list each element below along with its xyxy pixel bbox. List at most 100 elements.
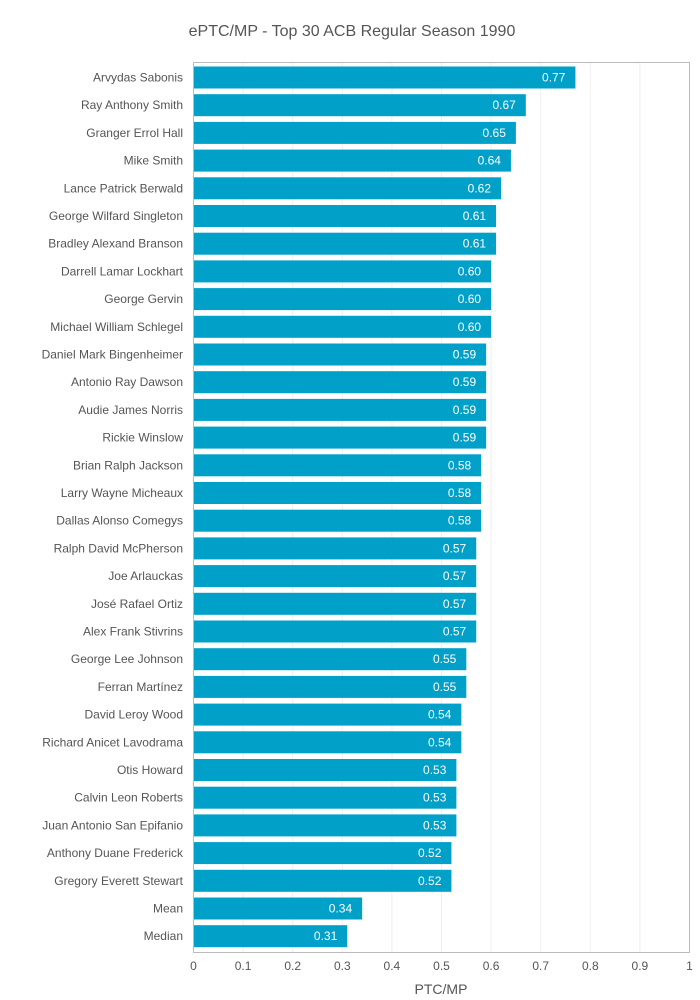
chart-title: ePTC/MP - Top 30 ACB Regular Season 1990	[189, 23, 516, 40]
bar	[194, 814, 457, 837]
bar	[194, 897, 363, 920]
bar-value-label: 0.57	[443, 569, 467, 583]
category-label: Antonio Ray Dawson	[71, 375, 183, 389]
bar-value-label: 0.77	[542, 71, 566, 85]
category-label: Bradley Alexand Branson	[48, 237, 183, 251]
bar	[194, 121, 516, 144]
bar	[194, 648, 467, 671]
category-label: Larry Wayne Micheaux	[61, 486, 183, 500]
category-label: Brian Ralph Jackson	[73, 458, 183, 472]
x-tick-label: 0.3	[334, 959, 351, 973]
category-label: George Gervin	[104, 292, 183, 306]
category-label: Juan Antonio San Epifanio	[42, 818, 183, 832]
bar-value-label: 0.60	[458, 292, 482, 306]
category-label: George Lee Johnson	[71, 652, 183, 666]
category-label: José Rafael Ortiz	[91, 597, 183, 611]
x-tick-label: 0.2	[284, 959, 301, 973]
bar	[194, 94, 526, 117]
bar	[194, 288, 492, 311]
bar-value-label: 0.60	[458, 320, 482, 334]
x-tick-label: 0.5	[433, 959, 450, 973]
category-label: Joe Arlauckas	[108, 569, 183, 583]
x-tick-label: 1	[686, 959, 693, 973]
x-tick-label: 0.4	[384, 959, 401, 973]
bar-value-label: 0.61	[463, 209, 487, 223]
x-tick-label: 0.6	[483, 959, 500, 973]
category-label: Mean	[153, 902, 183, 916]
bar-value-label: 0.60	[458, 264, 482, 278]
bar	[194, 842, 452, 865]
bar-value-label: 0.58	[448, 486, 472, 500]
category-label: Darrell Lamar Lockhart	[61, 264, 184, 278]
category-label: George Wilfard Singleton	[49, 209, 183, 223]
bar	[194, 565, 477, 588]
bar	[194, 620, 477, 643]
bar	[194, 786, 457, 809]
bar	[194, 537, 477, 560]
x-tick-label: 0	[190, 959, 197, 973]
bar	[194, 426, 487, 449]
category-label: Calvin Leon Roberts	[74, 791, 183, 805]
bar-value-label: 0.52	[418, 874, 442, 888]
bar-value-label: 0.58	[448, 514, 472, 528]
category-label: Michael William Schlegel	[50, 320, 183, 334]
bars: 0.77 0.67 0.65 0.64 0.62 0.61 0.61 0.60 0.60 0.60…	[194, 66, 576, 948]
category-label: David Leroy Wood	[85, 708, 184, 722]
bar	[194, 675, 467, 698]
bar	[194, 703, 462, 726]
bar	[194, 149, 511, 172]
category-label: Daniel Mark Bingenheimer	[42, 348, 183, 362]
bar-value-label: 0.54	[428, 708, 452, 722]
x-axis-title: PTC/MP	[415, 981, 468, 997]
category-labels: Arvydas Sabonis Ray Anthony Smith Granger …	[42, 71, 184, 944]
bar	[194, 731, 462, 754]
bar	[194, 205, 497, 227]
x-axis-ticks: 0 0.1 0.2 0.3 0.4 0.5 0.6 0.7 0.8 0.9 1	[190, 959, 693, 973]
bar-value-label: 0.57	[443, 597, 467, 611]
category-label: Lance Patrick Berwald	[64, 181, 183, 195]
category-label: Audie James Norris	[78, 403, 183, 417]
bar-value-label: 0.59	[453, 375, 477, 389]
bar-value-label: 0.53	[423, 791, 447, 805]
bar-value-label: 0.64	[478, 154, 502, 168]
x-tick-label: 0.7	[532, 959, 549, 973]
bar-value-label: 0.31	[314, 929, 338, 943]
bar	[194, 869, 452, 892]
bar-value-label: 0.53	[423, 818, 447, 832]
category-label: Median	[144, 929, 183, 943]
category-label: Gregory Everett Stewart	[54, 874, 183, 888]
bar-value-label: 0.57	[443, 625, 467, 639]
x-tick-label: 0.1	[235, 959, 252, 973]
bar-value-label: 0.55	[433, 680, 457, 694]
bar	[194, 371, 487, 394]
bar-value-label: 0.58	[448, 458, 472, 472]
category-label: Ferran Martínez	[98, 680, 183, 694]
bar-value-label: 0.54	[428, 735, 452, 749]
bar	[194, 315, 492, 338]
category-label: Ray Anthony Smith	[81, 98, 183, 112]
bar	[194, 925, 348, 948]
bar	[194, 177, 502, 200]
bar-value-label: 0.52	[418, 846, 442, 860]
category-label: Richard Anicet Lavodrama	[42, 735, 183, 749]
bar-value-label: 0.57	[443, 541, 467, 555]
category-label: Anthony Duane Frederick	[47, 846, 184, 860]
bar	[194, 509, 482, 532]
bar-value-label: 0.59	[453, 431, 477, 445]
x-tick-label: 0.9	[632, 959, 649, 973]
x-tick-label: 0.8	[582, 959, 599, 973]
bar-value-label: 0.59	[453, 348, 477, 362]
category-label: Otis Howard	[117, 763, 183, 777]
bar-value-label: 0.53	[423, 763, 447, 777]
category-label: Dallas Alonso Comegys	[56, 514, 183, 528]
bar	[194, 482, 482, 504]
bar	[194, 66, 576, 89]
bar	[194, 454, 482, 477]
category-label: Granger Errol Hall	[86, 126, 183, 140]
category-label: Alex Frank Stivrins	[83, 625, 183, 639]
bar-value-label: 0.61	[463, 237, 487, 251]
category-label: Mike Smith	[124, 154, 183, 168]
bar-value-label: 0.55	[433, 652, 457, 666]
bar-value-label: 0.67	[492, 98, 516, 112]
